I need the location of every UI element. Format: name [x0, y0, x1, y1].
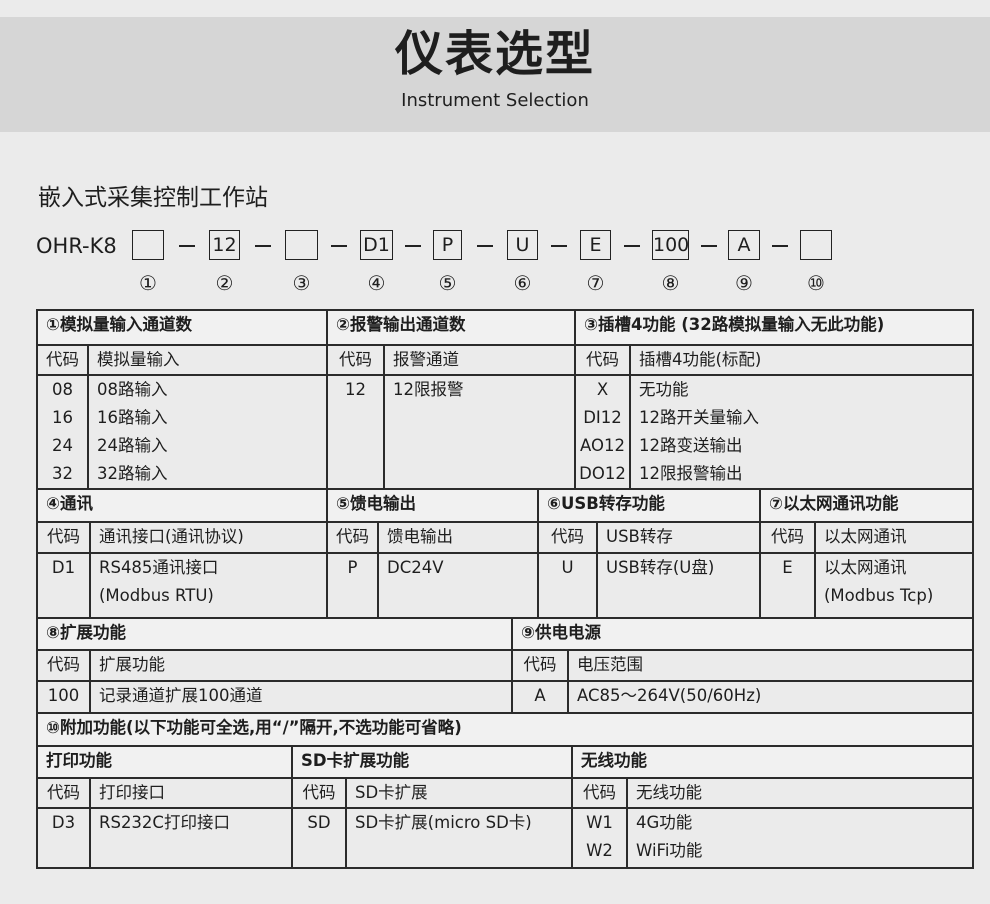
- s9-descriptions: AC85～264V(50/60Hz): [567, 680, 974, 714]
- model-separator: [623, 245, 640, 247]
- model-code-box-10: [800, 230, 832, 260]
- s2-title: ②报警输出通道数: [326, 309, 576, 346]
- s8-descriptions: 记录通道扩展100通道: [89, 680, 513, 714]
- s2-descriptions: 12限报警: [383, 374, 576, 490]
- model-code-box-2: 12: [209, 230, 240, 260]
- s3-descriptions: 无功能 12路开关量输入 12路变送输出 12限报警输出: [629, 374, 974, 490]
- s4-codes: D1: [36, 552, 91, 619]
- s10-wireless-column-header: 无线功能: [626, 777, 974, 809]
- s10-wireless-codes: W1 W2: [571, 807, 628, 869]
- product-name: 嵌入式采集控制工作站: [38, 185, 268, 211]
- model-code-box-9: A: [728, 230, 760, 260]
- s6-descriptions: USB转存(U盘): [596, 552, 761, 619]
- model-separator: [476, 245, 493, 247]
- s1-descriptions: 08路输入 16路输入 24路输入 32路输入: [87, 374, 328, 490]
- s1-column-header: 模拟量输入: [87, 344, 328, 376]
- s7-title: ⑦以太网通讯功能: [759, 488, 974, 523]
- model-separator: [254, 245, 271, 247]
- model-position-number: ⑦: [586, 271, 605, 295]
- s9-title: ⑨供电电源: [511, 617, 974, 651]
- s10-sd-column-header: SD卡扩展: [345, 777, 573, 809]
- s10-print-code-header: 代码: [36, 777, 91, 809]
- s1-codes: 08 16 24 32: [36, 374, 89, 490]
- model-position-number: ③: [292, 271, 311, 295]
- s10-title: ⑩附加功能(以下功能可全选,用“/”隔开,不选功能可省略): [36, 712, 974, 747]
- s3-column-header: 插槽4功能(标配): [629, 344, 974, 376]
- s5-column-header: 馈电输出: [377, 521, 539, 554]
- model-code-box-5: P: [433, 230, 462, 260]
- model-code-box-4: D1: [360, 230, 393, 260]
- s10-print-title: 打印功能: [36, 745, 293, 779]
- model-separator: [772, 245, 788, 247]
- model-position-number: ⑩: [807, 271, 825, 295]
- s8-codes: 100: [36, 680, 91, 714]
- s6-code-header: 代码: [537, 521, 598, 554]
- model-position-number: ⑧: [661, 271, 680, 295]
- s3-codes: X DI12 AO12 DO12: [574, 374, 631, 490]
- s4-column-header: 通讯接口(通讯协议): [89, 521, 328, 554]
- s8-column-header: 扩展功能: [89, 649, 513, 682]
- s2-code-header: 代码: [326, 344, 385, 376]
- s7-column-header: 以太网通讯: [814, 521, 974, 554]
- model-code-box-1: [132, 230, 164, 260]
- s6-title: ⑥USB转存功能: [537, 488, 761, 523]
- s2-codes: 12: [326, 374, 385, 490]
- s9-codes: A: [511, 680, 569, 714]
- s10-print-descriptions: RS232C打印接口: [89, 807, 293, 869]
- model-separator: [405, 245, 421, 247]
- model-position-number: ②: [215, 271, 234, 295]
- model-separator: [551, 245, 567, 247]
- s4-code-header: 代码: [36, 521, 91, 554]
- s10-wireless-code-header: 代码: [571, 777, 628, 809]
- s5-descriptions: DC24V: [377, 552, 539, 619]
- s7-code-header: 代码: [759, 521, 816, 554]
- s7-descriptions: 以太网通讯 (Modbus Tcp): [814, 552, 974, 619]
- model-position-number: ⑤: [438, 271, 457, 295]
- s6-codes: U: [537, 552, 598, 619]
- s10-sd-codes: SD: [291, 807, 347, 869]
- s10-wireless-descriptions: 4G功能 WiFi功能: [626, 807, 974, 869]
- header-band: [0, 17, 990, 132]
- model-code-box-6: U: [507, 230, 538, 260]
- s6-column-header: USB转存: [596, 521, 761, 554]
- s1-code-header: 代码: [36, 344, 89, 376]
- s5-code-header: 代码: [326, 521, 379, 554]
- model-position-number: ⑨: [735, 271, 753, 295]
- s4-title: ④通讯: [36, 488, 328, 523]
- model-position-number: ⑥: [513, 271, 532, 295]
- s9-code-header: 代码: [511, 649, 569, 682]
- s10-sd-code-header: 代码: [291, 777, 347, 809]
- model-position-number: ①: [139, 271, 157, 295]
- s8-code-header: 代码: [36, 649, 91, 682]
- page-title: 仪表选型: [394, 26, 595, 82]
- model-code-box-8: 100: [652, 230, 689, 260]
- s8-title: ⑧扩展功能: [36, 617, 513, 651]
- model-code-box-7: E: [580, 230, 611, 260]
- model-separator: [331, 245, 347, 247]
- s9-column-header: 电压范围: [567, 649, 974, 682]
- page-subtitle: Instrument Selection: [401, 90, 589, 111]
- s10-print-codes: D3: [36, 807, 91, 869]
- s3-code-header: 代码: [574, 344, 631, 376]
- s10-print-column-header: 打印接口: [89, 777, 293, 809]
- model-code-box-3: [285, 230, 318, 260]
- s5-title: ⑤馈电输出: [326, 488, 539, 523]
- s2-column-header: 报警通道: [383, 344, 576, 376]
- model-position-number: ④: [367, 271, 386, 295]
- s10-wireless-title: 无线功能: [571, 745, 974, 779]
- model-separator: [178, 245, 195, 247]
- s5-codes: P: [326, 552, 379, 619]
- s10-sd-title: SD卡扩展功能: [291, 745, 573, 779]
- s4-descriptions: RS485通讯接口 (Modbus RTU): [89, 552, 328, 619]
- s10-sd-descriptions: SD卡扩展(micro SD卡): [345, 807, 573, 869]
- model-prefix: OHR-K8: [36, 234, 117, 258]
- model-separator: [700, 245, 717, 247]
- s1-title: ①模拟量输入通道数: [36, 309, 328, 346]
- s3-title: ③插槽4功能 (32路模拟量输入无此功能): [574, 309, 974, 346]
- s7-codes: E: [759, 552, 816, 619]
